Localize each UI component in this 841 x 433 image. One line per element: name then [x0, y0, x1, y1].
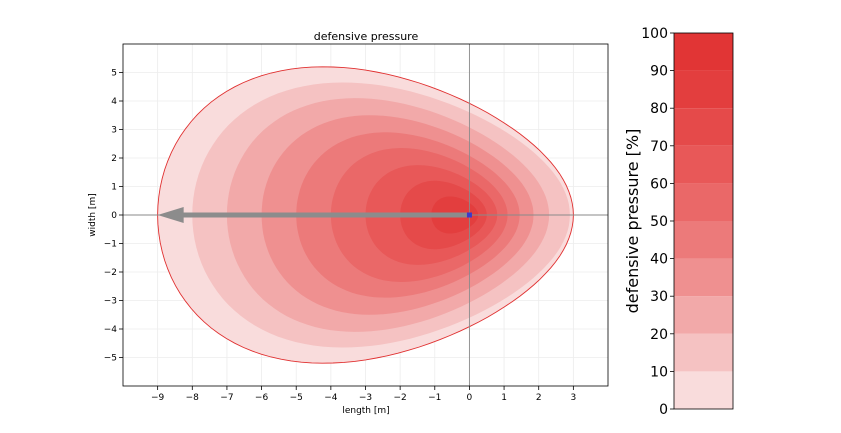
colorbar-band-40	[674, 221, 733, 259]
y-axis-label: width [m]	[88, 193, 98, 236]
colorbar-band-50	[674, 183, 733, 221]
y-tick-label: 3	[111, 126, 117, 136]
colorbar-band-80	[674, 70, 733, 109]
x-tick-label: −8	[186, 393, 200, 403]
colorbar-label: defensive pressure [%]	[623, 129, 642, 314]
x-tick-label: −2	[394, 393, 407, 403]
colorbar-tick-label: 10	[650, 364, 668, 380]
y-tick-label: 0	[111, 211, 117, 221]
movement-arrow-head	[157, 207, 184, 223]
x-tick-label: −4	[324, 393, 338, 403]
colorbar-tick-label: 0	[659, 402, 668, 418]
x-tick-label: −6	[255, 393, 269, 403]
y-tick-label: −4	[104, 325, 118, 335]
colorbar: 0 10 20 30 40 50 60 70 80 90 100	[641, 26, 734, 418]
colorbar-tick-label: 90	[650, 64, 668, 80]
x-tick-label: −5	[290, 393, 303, 403]
colorbar-band-70	[674, 108, 733, 146]
x-axis-label: length [m]	[342, 406, 389, 416]
colorbar-tick-label: 100	[641, 26, 668, 42]
y-tick-label: −3	[104, 297, 117, 307]
x-tick-label: 0	[467, 393, 473, 403]
colorbar-band-20	[674, 296, 733, 334]
colorbar-tick-label: 70	[650, 139, 668, 155]
colorbar-tick-label: 50	[650, 214, 668, 230]
colorbar-band-90	[674, 33, 733, 71]
x-tick-label: 1	[501, 393, 507, 403]
y-tick-label: 1	[111, 183, 117, 193]
y-tick-label: −5	[104, 354, 117, 364]
x-tick-label: −7	[220, 393, 233, 403]
y-tick-label: 5	[111, 69, 117, 79]
colorbar-tick-label: 40	[650, 252, 668, 268]
colorbar-band-30	[674, 258, 733, 297]
colorbar-tick-label: 60	[650, 176, 668, 192]
colorbar-tick-label: 30	[650, 289, 668, 305]
plot-area: −9 −8 −7 −6 −5 −4 −3 −2 −1 0 1 2 3 −5 −4 −3 −2 −1 0 1 2 3 4 5	[104, 43, 609, 403]
player-marker	[466, 212, 472, 218]
y-tick-label: −1	[104, 240, 117, 250]
colorbar-tick-label: 80	[650, 101, 668, 117]
y-tick-label: 4	[111, 97, 117, 107]
x-tick-label: 2	[536, 393, 542, 403]
x-tick-label: −9	[151, 393, 165, 403]
plot-title: defensive pressure	[314, 30, 419, 43]
y-tick-label: −2	[104, 268, 117, 278]
colorbar-band-10	[674, 333, 733, 372]
x-tick-label: −1	[428, 393, 441, 403]
colorbar-tick-label: 20	[650, 327, 668, 343]
colorbar-band-0	[674, 371, 733, 409]
x-tick-label: 3	[570, 393, 576, 403]
y-tick-label: 2	[111, 154, 117, 164]
colorbar-band-60	[674, 145, 733, 184]
x-tick-label: −3	[359, 393, 372, 403]
